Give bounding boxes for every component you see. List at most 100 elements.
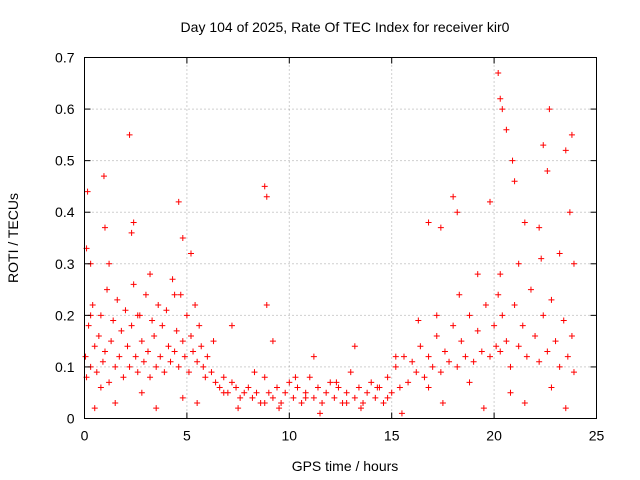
- data-point: [384, 374, 391, 381]
- data-point: [100, 173, 107, 180]
- data-point: [396, 384, 403, 391]
- data-point: [263, 302, 270, 309]
- data-point: [511, 178, 518, 185]
- data-point: [515, 343, 522, 350]
- data-point: [204, 353, 211, 360]
- data-point: [519, 322, 526, 329]
- data-point: [153, 405, 160, 412]
- data-point: [302, 389, 309, 396]
- data-point: [335, 384, 342, 391]
- data-point: [314, 384, 321, 391]
- data-point: [433, 312, 440, 319]
- data-point: [360, 400, 367, 407]
- data-point: [521, 400, 528, 407]
- data-point: [392, 363, 399, 370]
- data-point: [439, 400, 446, 407]
- data-point: [228, 379, 235, 386]
- data-point: [165, 343, 172, 350]
- data-point: [149, 317, 156, 324]
- data-point: [527, 286, 534, 293]
- data-point: [450, 193, 457, 200]
- data-point: [310, 394, 317, 401]
- data-point: [482, 302, 489, 309]
- data-point: [454, 209, 461, 216]
- data-point: [106, 260, 113, 267]
- data-point: [235, 405, 242, 412]
- data-point: [124, 343, 131, 350]
- data-point: [497, 348, 504, 355]
- data-point: [343, 400, 350, 407]
- data-point: [425, 353, 432, 360]
- y-tick-labels: 0 0.1 0.2 0.3 0.4 0.5 0.6 0.7: [55, 50, 75, 427]
- data-point: [99, 358, 106, 365]
- data-point: [144, 348, 151, 355]
- data-point: [171, 348, 178, 355]
- data-point: [282, 389, 289, 396]
- x-tick-label: 5: [183, 428, 191, 444]
- data-point: [89, 302, 96, 309]
- data-point: [497, 271, 504, 278]
- data-point: [290, 394, 297, 401]
- data-point: [462, 353, 469, 360]
- data-point: [487, 353, 494, 360]
- data-point: [310, 353, 317, 360]
- data-point: [173, 327, 180, 334]
- data-point: [97, 384, 104, 391]
- data-point: [552, 338, 559, 345]
- data-point: [421, 374, 428, 381]
- data-point: [409, 358, 416, 365]
- data-point: [540, 312, 547, 319]
- data-point: [82, 353, 89, 360]
- data-point: [106, 379, 113, 386]
- data-point: [568, 131, 575, 138]
- y-tick-label: 0.5: [55, 153, 75, 169]
- data-point: [298, 400, 305, 407]
- data-point: [495, 291, 502, 298]
- data-point: [487, 198, 494, 205]
- data-point: [546, 106, 553, 113]
- data-point: [570, 260, 577, 267]
- data-point: [194, 400, 201, 407]
- data-points: [82, 69, 577, 417]
- data-point: [548, 384, 555, 391]
- data-point: [540, 142, 547, 149]
- data-point: [286, 379, 293, 386]
- data-point: [192, 302, 199, 309]
- data-point: [327, 379, 334, 386]
- data-point: [84, 188, 91, 195]
- data-point: [253, 389, 260, 396]
- data-point: [374, 384, 381, 391]
- y-axis-title: ROTI / TECUs: [5, 193, 21, 283]
- data-point: [97, 312, 104, 319]
- data-point: [466, 312, 473, 319]
- data-point: [169, 276, 176, 283]
- data-point: [210, 338, 217, 345]
- data-point: [263, 193, 270, 200]
- data-point: [556, 250, 563, 257]
- data-point: [101, 348, 108, 355]
- data-point: [507, 389, 514, 396]
- data-point: [175, 363, 182, 370]
- data-point: [190, 348, 197, 355]
- grid-lines: [84, 57, 597, 419]
- data-point: [466, 379, 473, 386]
- data-point: [142, 291, 149, 298]
- data-point: [278, 400, 285, 407]
- data-point: [368, 379, 375, 386]
- data-point: [544, 167, 551, 174]
- y-tick-label: 0.3: [55, 256, 75, 272]
- data-point: [261, 400, 268, 407]
- x-tick-label: 10: [282, 428, 298, 444]
- data-point: [181, 353, 188, 360]
- data-point: [306, 374, 313, 381]
- data-point: [507, 363, 514, 370]
- data-point: [91, 405, 98, 412]
- data-point: [128, 229, 135, 236]
- data-point: [343, 389, 350, 396]
- data-point: [441, 348, 448, 355]
- data-point: [122, 307, 129, 314]
- data-point: [454, 363, 461, 370]
- data-point: [93, 369, 100, 376]
- y-tick-label: 0: [67, 411, 75, 427]
- data-point: [523, 353, 530, 360]
